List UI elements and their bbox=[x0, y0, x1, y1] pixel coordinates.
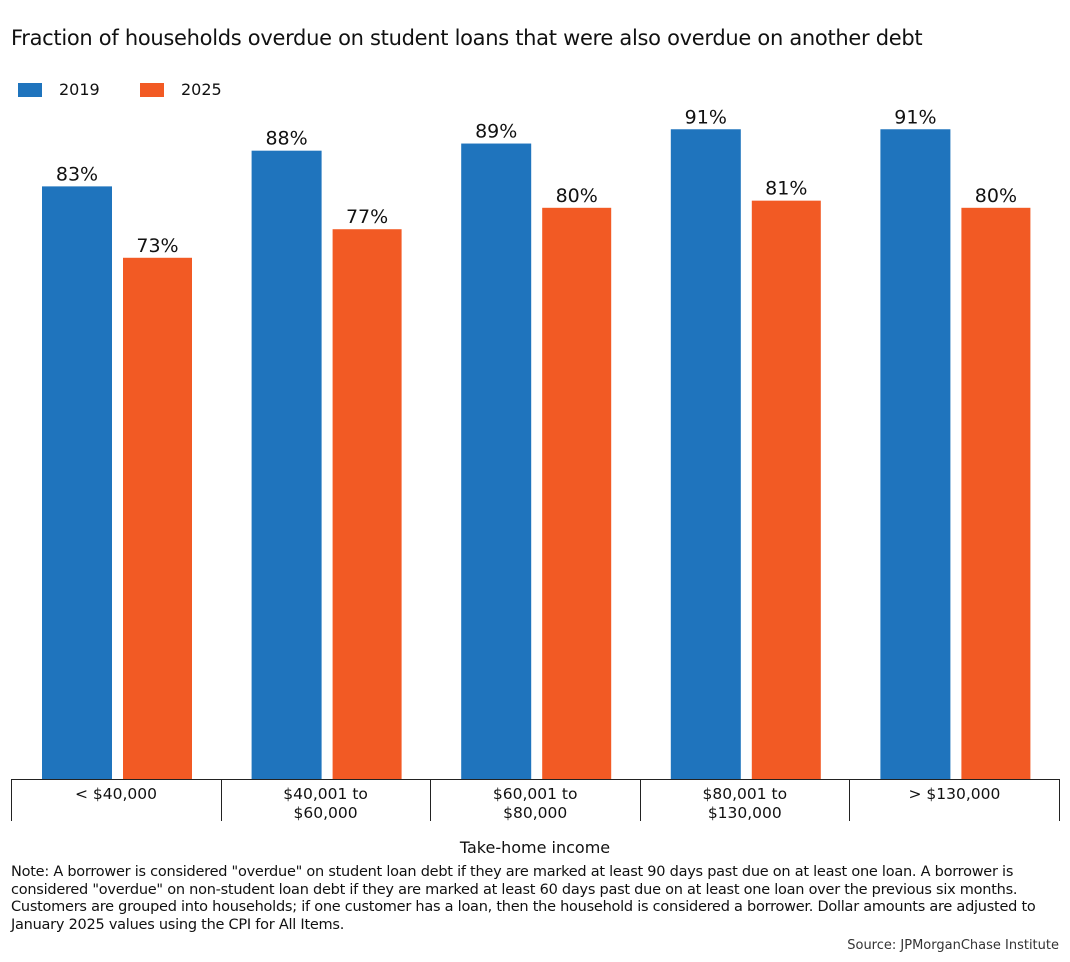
data-label: 91% bbox=[685, 106, 727, 128]
data-label: 77% bbox=[346, 206, 388, 228]
x-tick-label: $40,001 to $60,000 bbox=[283, 785, 368, 822]
bar-2025 bbox=[542, 207, 612, 780]
x-tick-label: $60,001 to $80,000 bbox=[492, 785, 578, 822]
data-label: 91% bbox=[894, 106, 936, 128]
bar-2019 bbox=[42, 186, 112, 779]
chart-title: Fraction of households overdue on studen… bbox=[11, 26, 923, 50]
data-label: 73% bbox=[136, 235, 178, 257]
x-tick-label: $80,001 to $130,000 bbox=[702, 785, 788, 822]
bar-2025 bbox=[961, 207, 1031, 780]
bar-2025 bbox=[123, 257, 192, 779]
legend-label: 2025 bbox=[181, 80, 222, 99]
data-label: 81% bbox=[765, 178, 807, 200]
x-tick-label: < $40,000 bbox=[74, 785, 157, 803]
legend-swatch-2025 bbox=[140, 82, 164, 97]
data-label: 89% bbox=[475, 121, 517, 143]
bar-2025 bbox=[332, 229, 402, 780]
legend-swatch-2019 bbox=[18, 82, 42, 97]
bar-2019 bbox=[880, 129, 951, 779]
data-label: 83% bbox=[56, 163, 98, 185]
bar-2019 bbox=[461, 143, 532, 780]
bar-2019 bbox=[251, 150, 322, 779]
bar-2025 bbox=[751, 200, 821, 779]
legend-item-2025: 2025 bbox=[140, 80, 222, 99]
legend-item-2019: 2019 bbox=[18, 80, 100, 99]
data-label: 80% bbox=[975, 185, 1017, 207]
legend-label: 2019 bbox=[59, 80, 100, 99]
footnote: Note: A borrower is considered "overdue"… bbox=[11, 864, 1036, 933]
data-label: 80% bbox=[556, 185, 598, 207]
source: Source: JPMorganChase Institute bbox=[847, 938, 1059, 953]
x-tick-label: > $130,000 bbox=[908, 785, 1001, 803]
x-axis-title: Take-home income bbox=[459, 838, 611, 857]
data-label: 88% bbox=[265, 128, 307, 150]
bar-2019 bbox=[670, 129, 741, 779]
